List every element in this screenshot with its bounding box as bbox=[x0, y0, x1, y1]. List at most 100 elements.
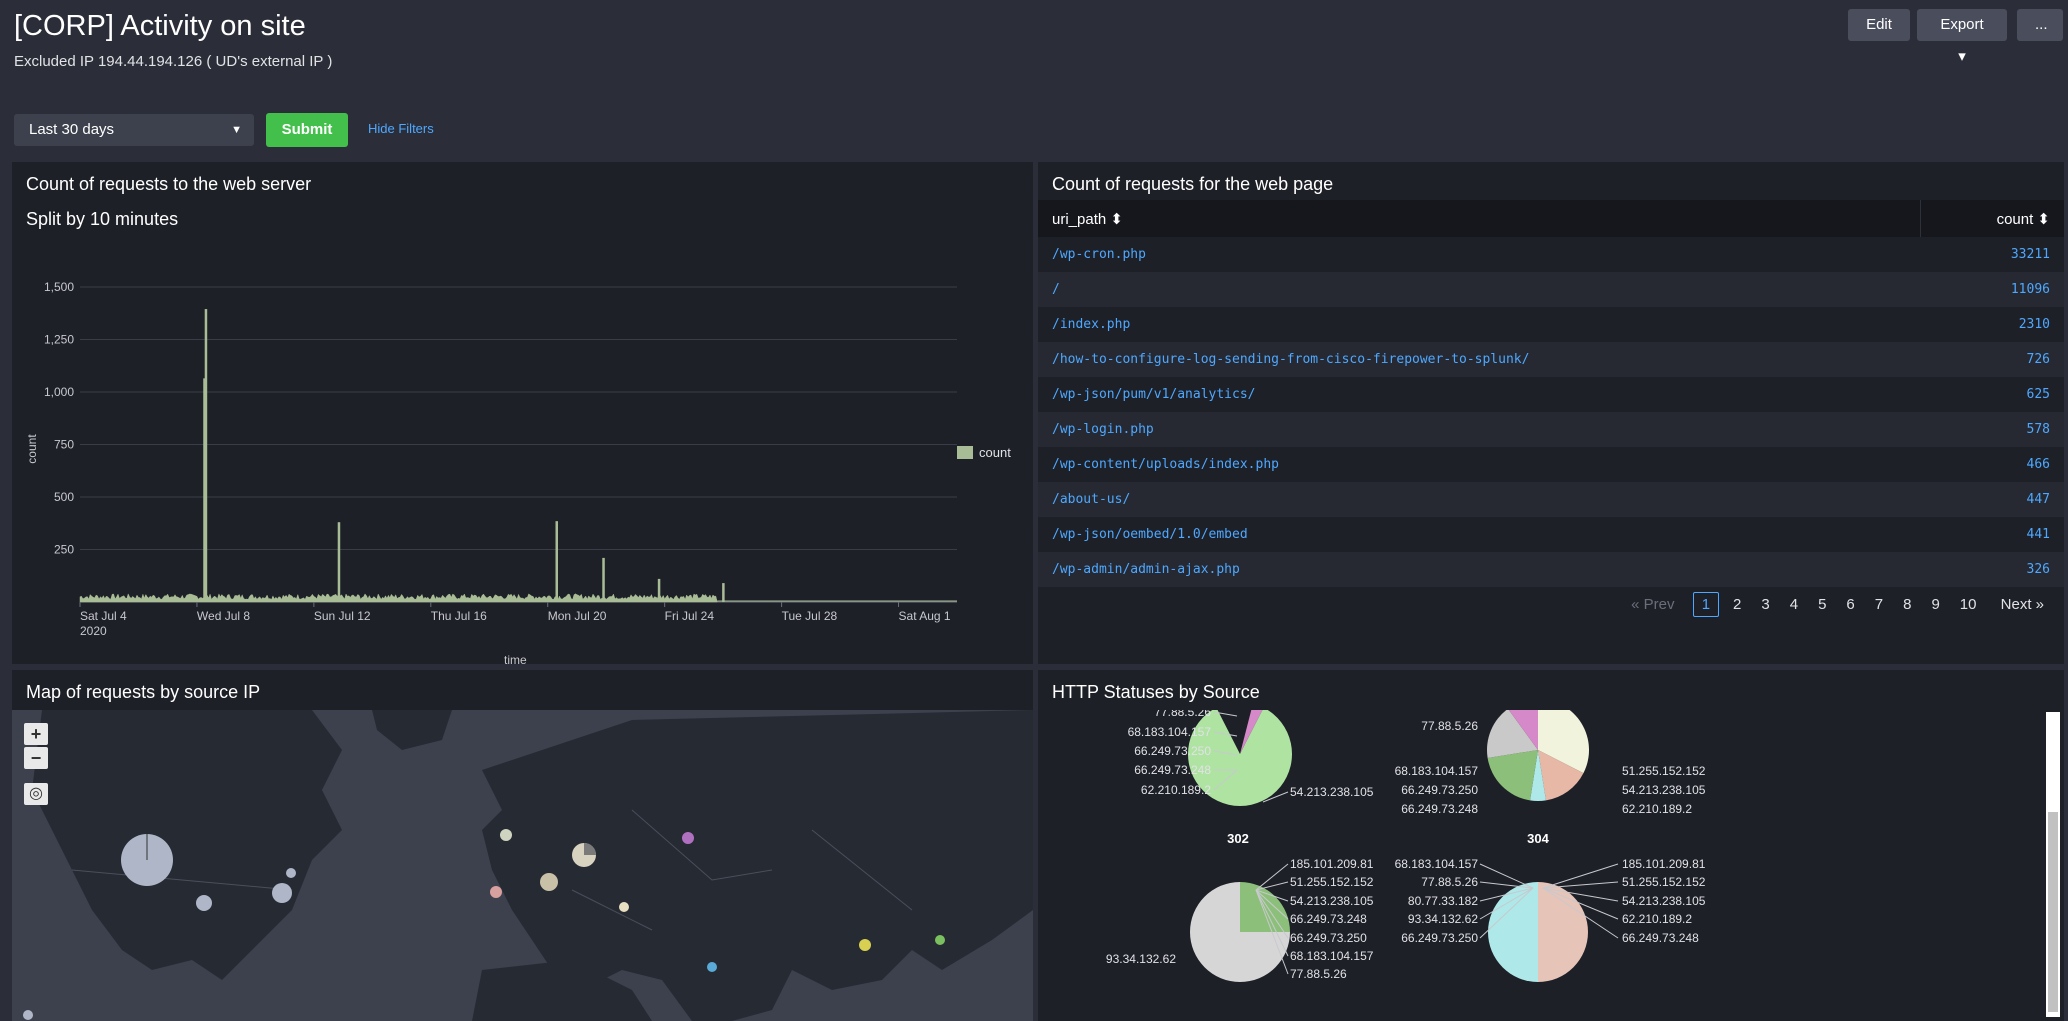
pie-slice[interactable] bbox=[1240, 882, 1290, 932]
column-header-count[interactable]: count ⬍ bbox=[1996, 211, 2050, 228]
count-spike[interactable] bbox=[204, 309, 208, 602]
pie-slice-label: 54.213.238.105 bbox=[1622, 894, 1706, 908]
pie-slice[interactable] bbox=[1188, 710, 1292, 806]
table-body: /wp-cron.php 33211 / 11096/index.php 2310/ho… bbox=[1038, 237, 2064, 587]
uri-path-link[interactable]: /how-to-configure-log-sending-from-cisco… bbox=[1052, 352, 1530, 367]
count-value[interactable]: 466 bbox=[2026, 457, 2050, 472]
uri-path-link[interactable]: /wp-login.php bbox=[1052, 422, 1154, 437]
pie-slice[interactable] bbox=[1487, 710, 1538, 758]
count-spike[interactable] bbox=[337, 522, 341, 602]
table-row[interactable]: /wp-json/pum/v1/analytics/625 bbox=[1038, 377, 2064, 412]
legend-label[interactable]: count bbox=[979, 445, 1011, 460]
scrollbar[interactable] bbox=[2046, 712, 2060, 1017]
time-range-dropdown[interactable]: Last 30 days ▼ bbox=[14, 114, 254, 146]
page-number-button[interactable]: 3 bbox=[1761, 596, 1770, 613]
page-number-button[interactable]: 2 bbox=[1733, 596, 1742, 613]
table-row[interactable]: / 11096 bbox=[1038, 272, 2064, 307]
world-map[interactable] bbox=[12, 710, 1033, 1021]
count-value[interactable]: 33211 bbox=[2010, 247, 2050, 262]
pie-slice[interactable] bbox=[1530, 750, 1546, 801]
count-value[interactable]: 447 bbox=[2026, 492, 2050, 507]
table-row[interactable]: /wp-json/oembed/1.0/embed 441 bbox=[1038, 517, 2064, 552]
count-value[interactable]: 726 bbox=[2026, 352, 2050, 367]
map-borders bbox=[71, 809, 913, 931]
legend-swatch[interactable] bbox=[957, 446, 973, 459]
x-tick-label: Sat Jul 4 bbox=[80, 609, 127, 623]
ip-marker[interactable] bbox=[272, 883, 292, 903]
submit-button[interactable]: Submit bbox=[266, 113, 348, 147]
prev-page-button[interactable]: « Prev bbox=[1631, 596, 1675, 613]
count-value[interactable]: 441 bbox=[2026, 527, 2050, 542]
page-number-button[interactable]: 6 bbox=[1846, 596, 1855, 613]
uri-path-link[interactable]: /wp-json/oembed/1.0/embed bbox=[1052, 527, 1248, 542]
count-value[interactable]: 2310 bbox=[2018, 317, 2050, 332]
count-value[interactable]: 326 bbox=[2026, 562, 2050, 577]
hide-filters-link[interactable]: Hide Filters bbox=[368, 121, 434, 136]
uri-path-link[interactable]: /wp-json/pum/v1/analytics/ bbox=[1052, 387, 1256, 402]
ip-marker[interactable] bbox=[540, 873, 558, 891]
count-spike[interactable] bbox=[203, 378, 206, 602]
count-value[interactable]: 625 bbox=[2026, 387, 2050, 402]
zoom-out-button[interactable]: − bbox=[24, 747, 48, 769]
pie-slice[interactable] bbox=[1487, 750, 1538, 801]
pie-slice[interactable] bbox=[1538, 750, 1584, 801]
table-row[interactable]: /wp-admin/admin-ajax.php 326 bbox=[1038, 552, 2064, 587]
ip-marker[interactable] bbox=[707, 962, 717, 972]
pie-slice[interactable] bbox=[1538, 710, 1589, 774]
ip-marker[interactable] bbox=[500, 829, 512, 841]
count-value[interactable]: 578 bbox=[2026, 422, 2050, 437]
ip-marker[interactable] bbox=[490, 886, 502, 898]
table-row[interactable]: /wp-cron.php 33211 bbox=[1038, 237, 2064, 272]
count-value[interactable]: 11096 bbox=[2010, 282, 2050, 297]
leader-line bbox=[1255, 889, 1289, 939]
page-number-button[interactable]: 4 bbox=[1789, 596, 1799, 613]
column-divider bbox=[1920, 200, 1921, 237]
leader-line bbox=[1542, 863, 1619, 889]
ip-marker[interactable] bbox=[23, 1010, 33, 1020]
table-row[interactable]: /how-to-configure-log-sending-from-cisco… bbox=[1038, 342, 2064, 377]
leader-line bbox=[1479, 863, 1534, 889]
ip-marker[interactable] bbox=[196, 895, 212, 911]
count-spike[interactable] bbox=[657, 578, 661, 602]
page-number-button[interactable]: 10 bbox=[1959, 596, 1977, 613]
count-spike[interactable] bbox=[555, 521, 559, 602]
edit-button[interactable]: Edit bbox=[1848, 9, 1910, 41]
table-row[interactable]: /wp-content/uploads/index.php 466 bbox=[1038, 447, 2064, 482]
count-spike[interactable] bbox=[602, 557, 605, 602]
uri-path-link[interactable]: /index.php bbox=[1052, 317, 1131, 332]
export-button[interactable]: Export ▾ bbox=[1917, 9, 2007, 65]
page-number-button[interactable]: 9 bbox=[1931, 596, 1940, 613]
table-row[interactable]: /index.php 2310 bbox=[1038, 307, 2064, 342]
uri-path-link[interactable]: /wp-content/uploads/index.php bbox=[1052, 457, 1279, 472]
more-actions-button[interactable]: ... bbox=[2017, 9, 2063, 41]
ip-marker[interactable] bbox=[935, 935, 945, 945]
uri-path-link[interactable]: /wp-cron.php bbox=[1052, 247, 1146, 262]
pie-slice-label: 66.249.73.248 bbox=[1622, 931, 1699, 945]
uri-path-link[interactable]: /wp-admin/admin-ajax.php bbox=[1052, 562, 1240, 577]
ip-marker[interactable] bbox=[619, 902, 629, 912]
next-page-button[interactable]: Next » bbox=[2000, 596, 2044, 613]
count-area[interactable] bbox=[79, 593, 718, 603]
ip-marker[interactable] bbox=[859, 939, 871, 951]
pie-slice[interactable] bbox=[1538, 882, 1588, 982]
count-spike[interactable] bbox=[722, 583, 725, 602]
uri-path-link[interactable]: /about-us/ bbox=[1052, 492, 1131, 507]
ip-marker[interactable] bbox=[682, 832, 694, 844]
column-header-uri-path[interactable]: uri_path ⬍ bbox=[1052, 211, 1123, 228]
page-number-button[interactable]: 1 bbox=[1692, 592, 1720, 617]
table-row[interactable]: /about-us/447 bbox=[1038, 482, 2064, 517]
page-number-button[interactable]: 5 bbox=[1818, 596, 1827, 613]
scrollbar-thumb[interactable] bbox=[2048, 812, 2058, 1012]
pie-slice[interactable] bbox=[1190, 882, 1290, 982]
target-icon[interactable]: ◎ bbox=[24, 783, 48, 805]
uri-path-link[interactable]: / bbox=[1052, 282, 1060, 297]
ip-marker[interactable] bbox=[286, 868, 296, 878]
zoom-in-button[interactable]: + bbox=[24, 723, 48, 745]
pie-slice[interactable] bbox=[1240, 710, 1264, 754]
table-row[interactable]: /wp-login.php 578 bbox=[1038, 412, 2064, 447]
status-pie-charts[interactable]: 77.88.5.26 68.183.104.157 66.249.73.250 66.… bbox=[1038, 710, 2038, 1021]
page-number-button[interactable]: 7 bbox=[1874, 596, 1884, 613]
leader-line bbox=[1262, 791, 1289, 803]
page-number-button[interactable]: 8 bbox=[1903, 596, 1912, 613]
